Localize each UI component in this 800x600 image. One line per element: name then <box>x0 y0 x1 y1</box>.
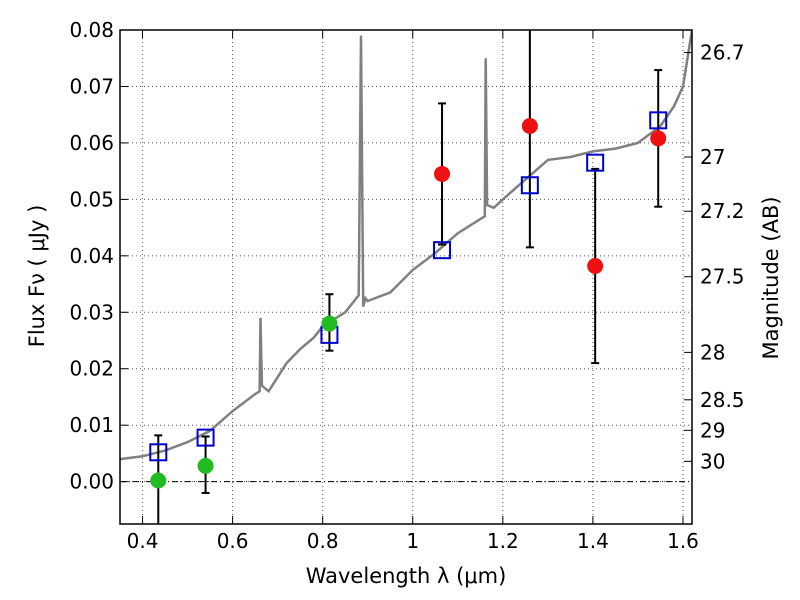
x-tick-label: 0.4 <box>127 529 159 553</box>
y2-tick-label: 28.5 <box>700 388 745 412</box>
detected-point <box>150 472 167 489</box>
y2-tick-label: 27 <box>700 145 725 169</box>
y-tick-label: 0.08 <box>69 18 114 42</box>
y-tick-label: 0.05 <box>69 187 114 211</box>
x-tick-label: 1.4 <box>577 529 609 553</box>
nondetected-point <box>650 130 667 147</box>
y-tick-label: 0.00 <box>69 470 114 494</box>
y-tick-label: 0.06 <box>69 131 114 155</box>
model-flux-square <box>649 111 668 130</box>
y-tick-label: 0.01 <box>69 413 114 437</box>
detected-point <box>197 457 214 474</box>
y-tick-label: 0.02 <box>69 357 114 381</box>
x-tick-label: 1.6 <box>667 529 699 553</box>
model-flux-square <box>520 176 539 195</box>
y2-tick-label: 29 <box>700 418 725 442</box>
y2-tick-label: 28 <box>700 340 725 364</box>
x-axis-label: Wavelength λ (μm) <box>306 564 507 588</box>
observed-flux-markers <box>150 117 667 489</box>
nondetected-point <box>521 117 538 134</box>
y-tick-label: 0.03 <box>69 300 114 324</box>
y2-tick-label: 27.2 <box>700 199 745 223</box>
detected-point <box>321 315 338 332</box>
nondetected-point <box>587 257 604 274</box>
model-flux-square <box>586 153 605 172</box>
model-flux-square <box>149 443 168 462</box>
y2-tick-label: 30 <box>700 449 725 473</box>
x-tick-label: 1 <box>406 529 419 553</box>
x-tick-label: 0.8 <box>307 529 339 553</box>
model-flux-square <box>433 241 452 260</box>
spectrum-line <box>120 30 692 461</box>
x-ticks: 0.4 0.6 0.8 1 1.2 1.4 1.6 <box>127 30 699 553</box>
y2-tick-label: 26.7 <box>700 41 745 65</box>
x-tick-label: 1.2 <box>487 529 519 553</box>
y-ticks: 0.00 0.01 0.02 0.03 0.04 0.05 0.06 0.07 0.08 <box>69 18 128 494</box>
y-tick-label: 0.07 <box>69 74 114 98</box>
model-flux-markers <box>149 111 668 462</box>
model-flux-square <box>196 428 215 447</box>
nondetected-point <box>434 165 451 182</box>
y2-axis-label: Magnitude (AB) <box>759 196 783 359</box>
error-bars <box>154 30 663 524</box>
y2-ticks: 26.7 27 27.2 27.5 28 28.5 29 30 <box>684 41 745 473</box>
y2-tick-label: 27.5 <box>700 265 745 289</box>
model-spectrum <box>120 30 692 461</box>
y-axis-label: Flux Fν ( μJy ) <box>25 205 49 348</box>
y-tick-label: 0.04 <box>69 244 114 268</box>
x-tick-label: 0.6 <box>217 529 249 553</box>
